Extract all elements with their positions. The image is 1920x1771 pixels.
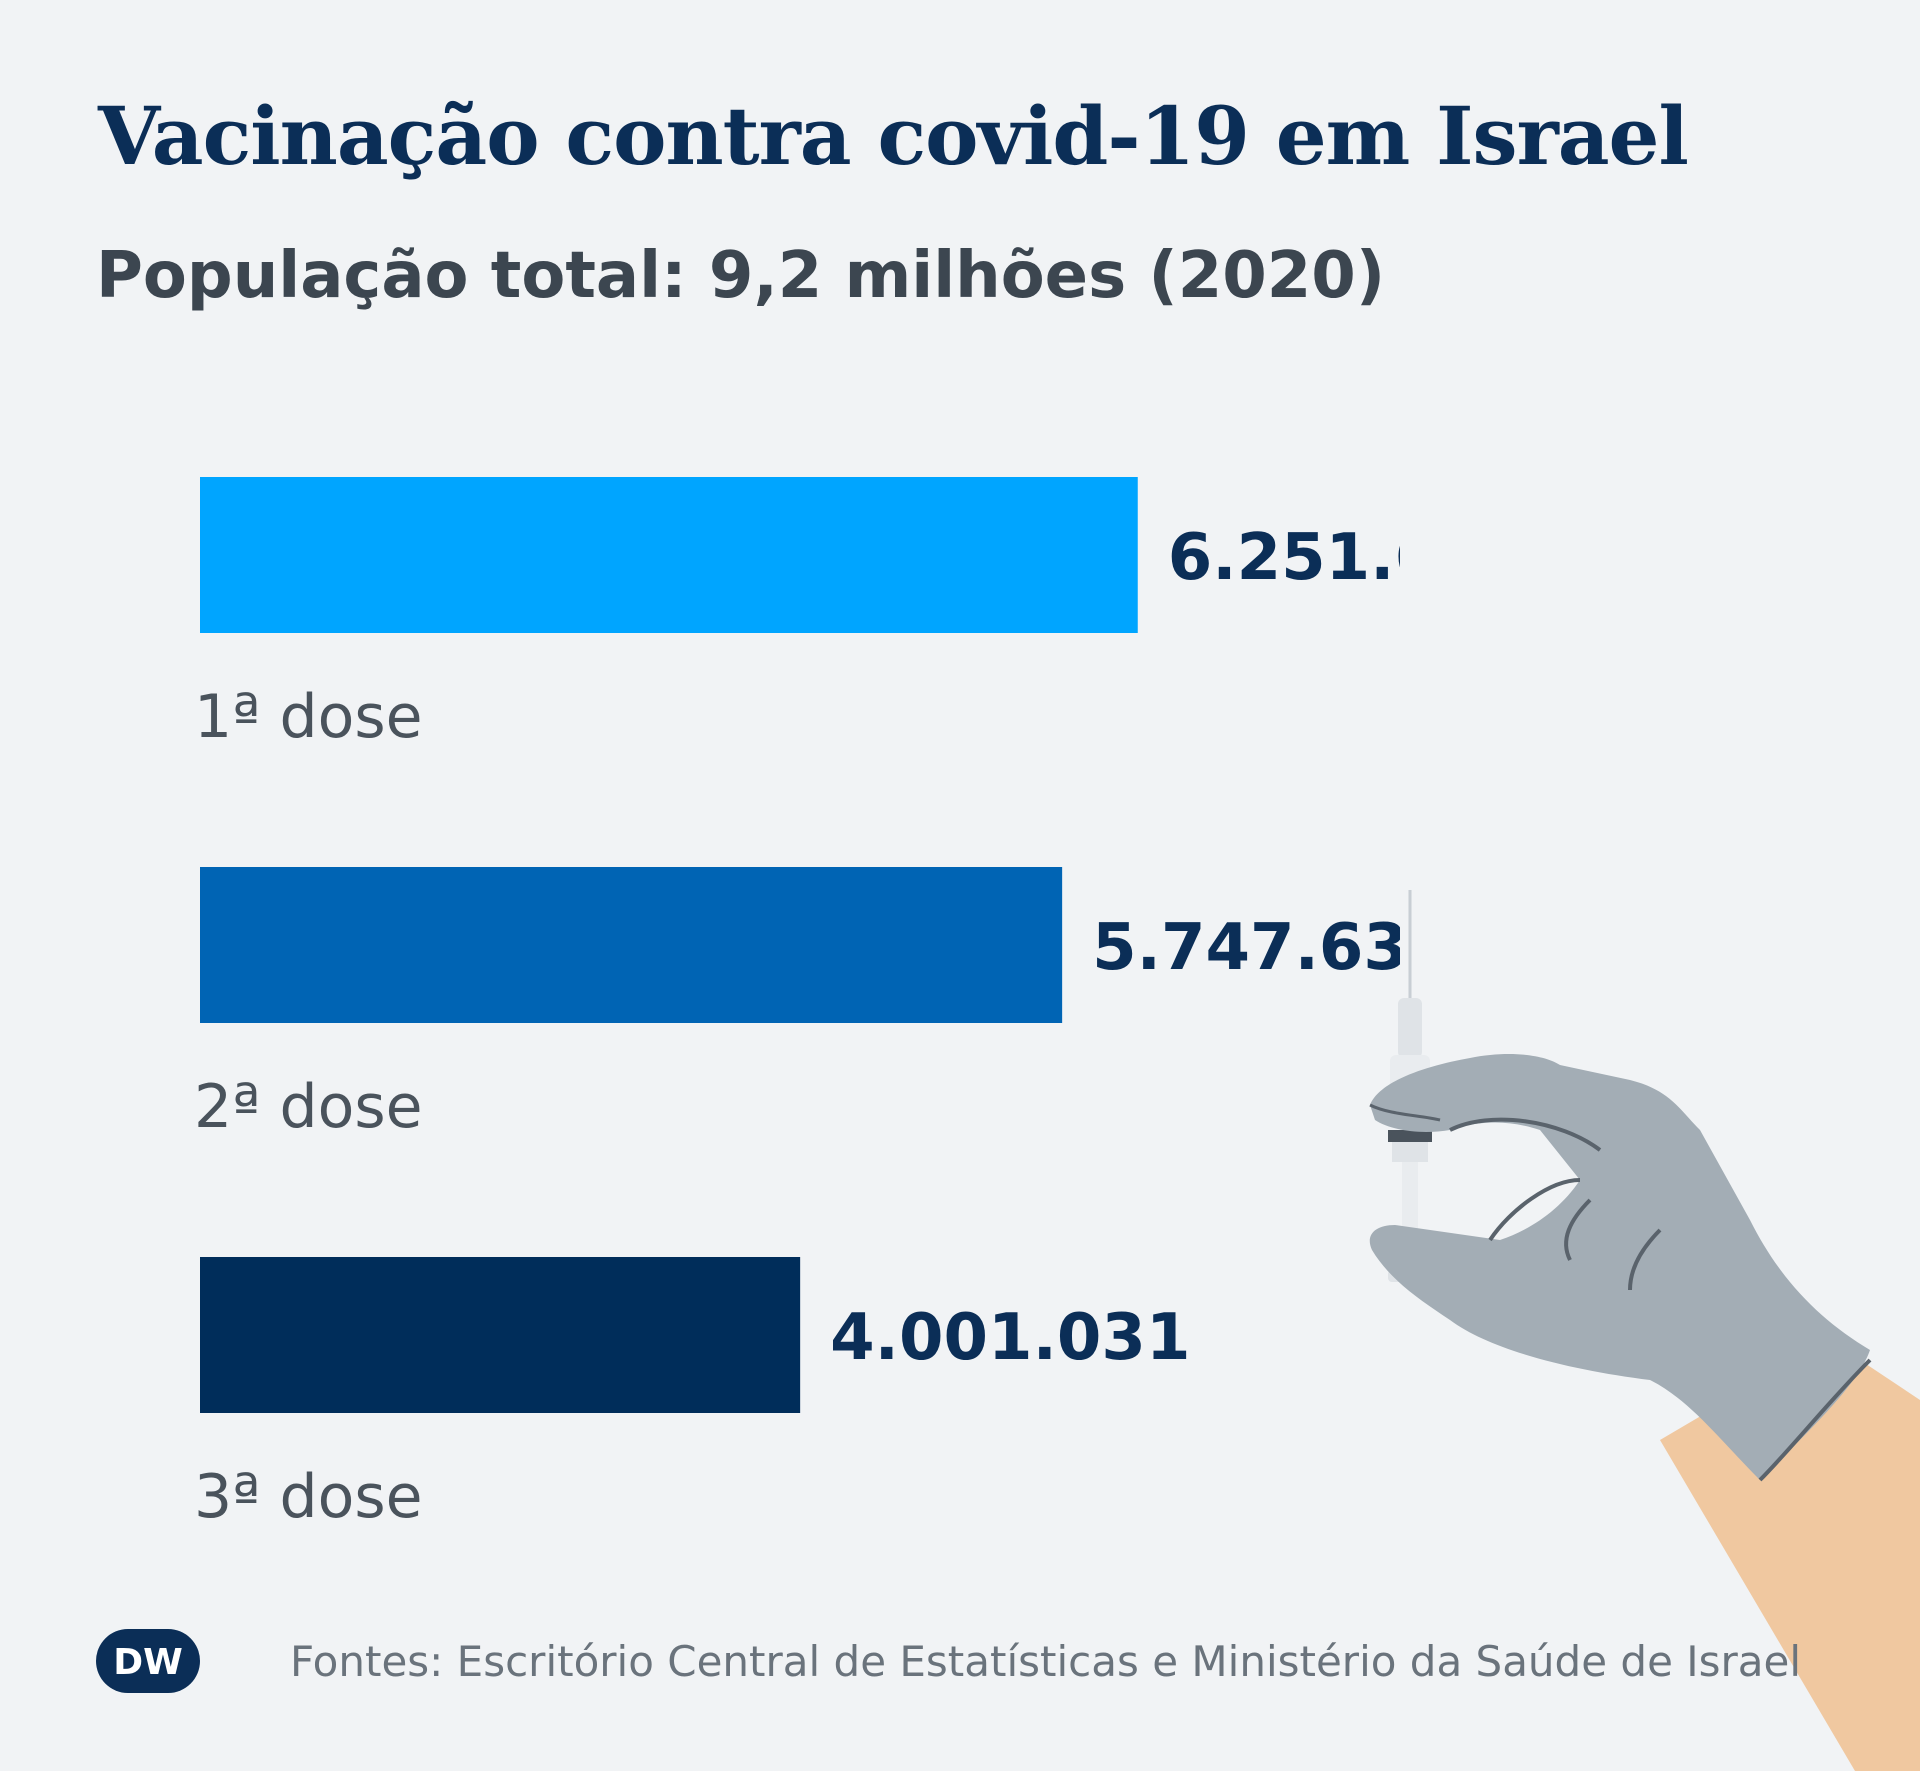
chart-title: Vacinação contra covid-19 em Israel bbox=[98, 89, 1689, 183]
chart-subtitle: População total: 9,2 milhões (2020) bbox=[96, 239, 1386, 313]
gloved-hand-syringe-icon bbox=[1369, 890, 1920, 1771]
source-note: Fontes: Escritório Central de Estatístic… bbox=[290, 1636, 1802, 1686]
bar-1 bbox=[200, 477, 1138, 633]
bar-value-label-3: 4.001.031 bbox=[830, 1301, 1190, 1375]
footer: DW Fontes: Escritório Central de Estatís… bbox=[96, 1626, 1801, 1696]
bar-3 bbox=[200, 1257, 801, 1413]
category-label-1: 1ª dose bbox=[194, 682, 423, 752]
dw-logo: DW bbox=[96, 1629, 200, 1693]
bar-value-label-1: 6.251.663 bbox=[1168, 521, 1400, 595]
bar-2 bbox=[200, 867, 1063, 1023]
dw-logo-text: DW bbox=[113, 1642, 183, 1683]
category-label-3: 3ª dose bbox=[194, 1462, 423, 1520]
category-label-2: 2ª dose bbox=[194, 1072, 423, 1142]
bar-value-label-2: 5.747.635 bbox=[1092, 911, 1400, 985]
bar-chart: 6.251.663 1ª dose 5.747.635 2ª dose 4.001.03… bbox=[194, 477, 1400, 1520]
